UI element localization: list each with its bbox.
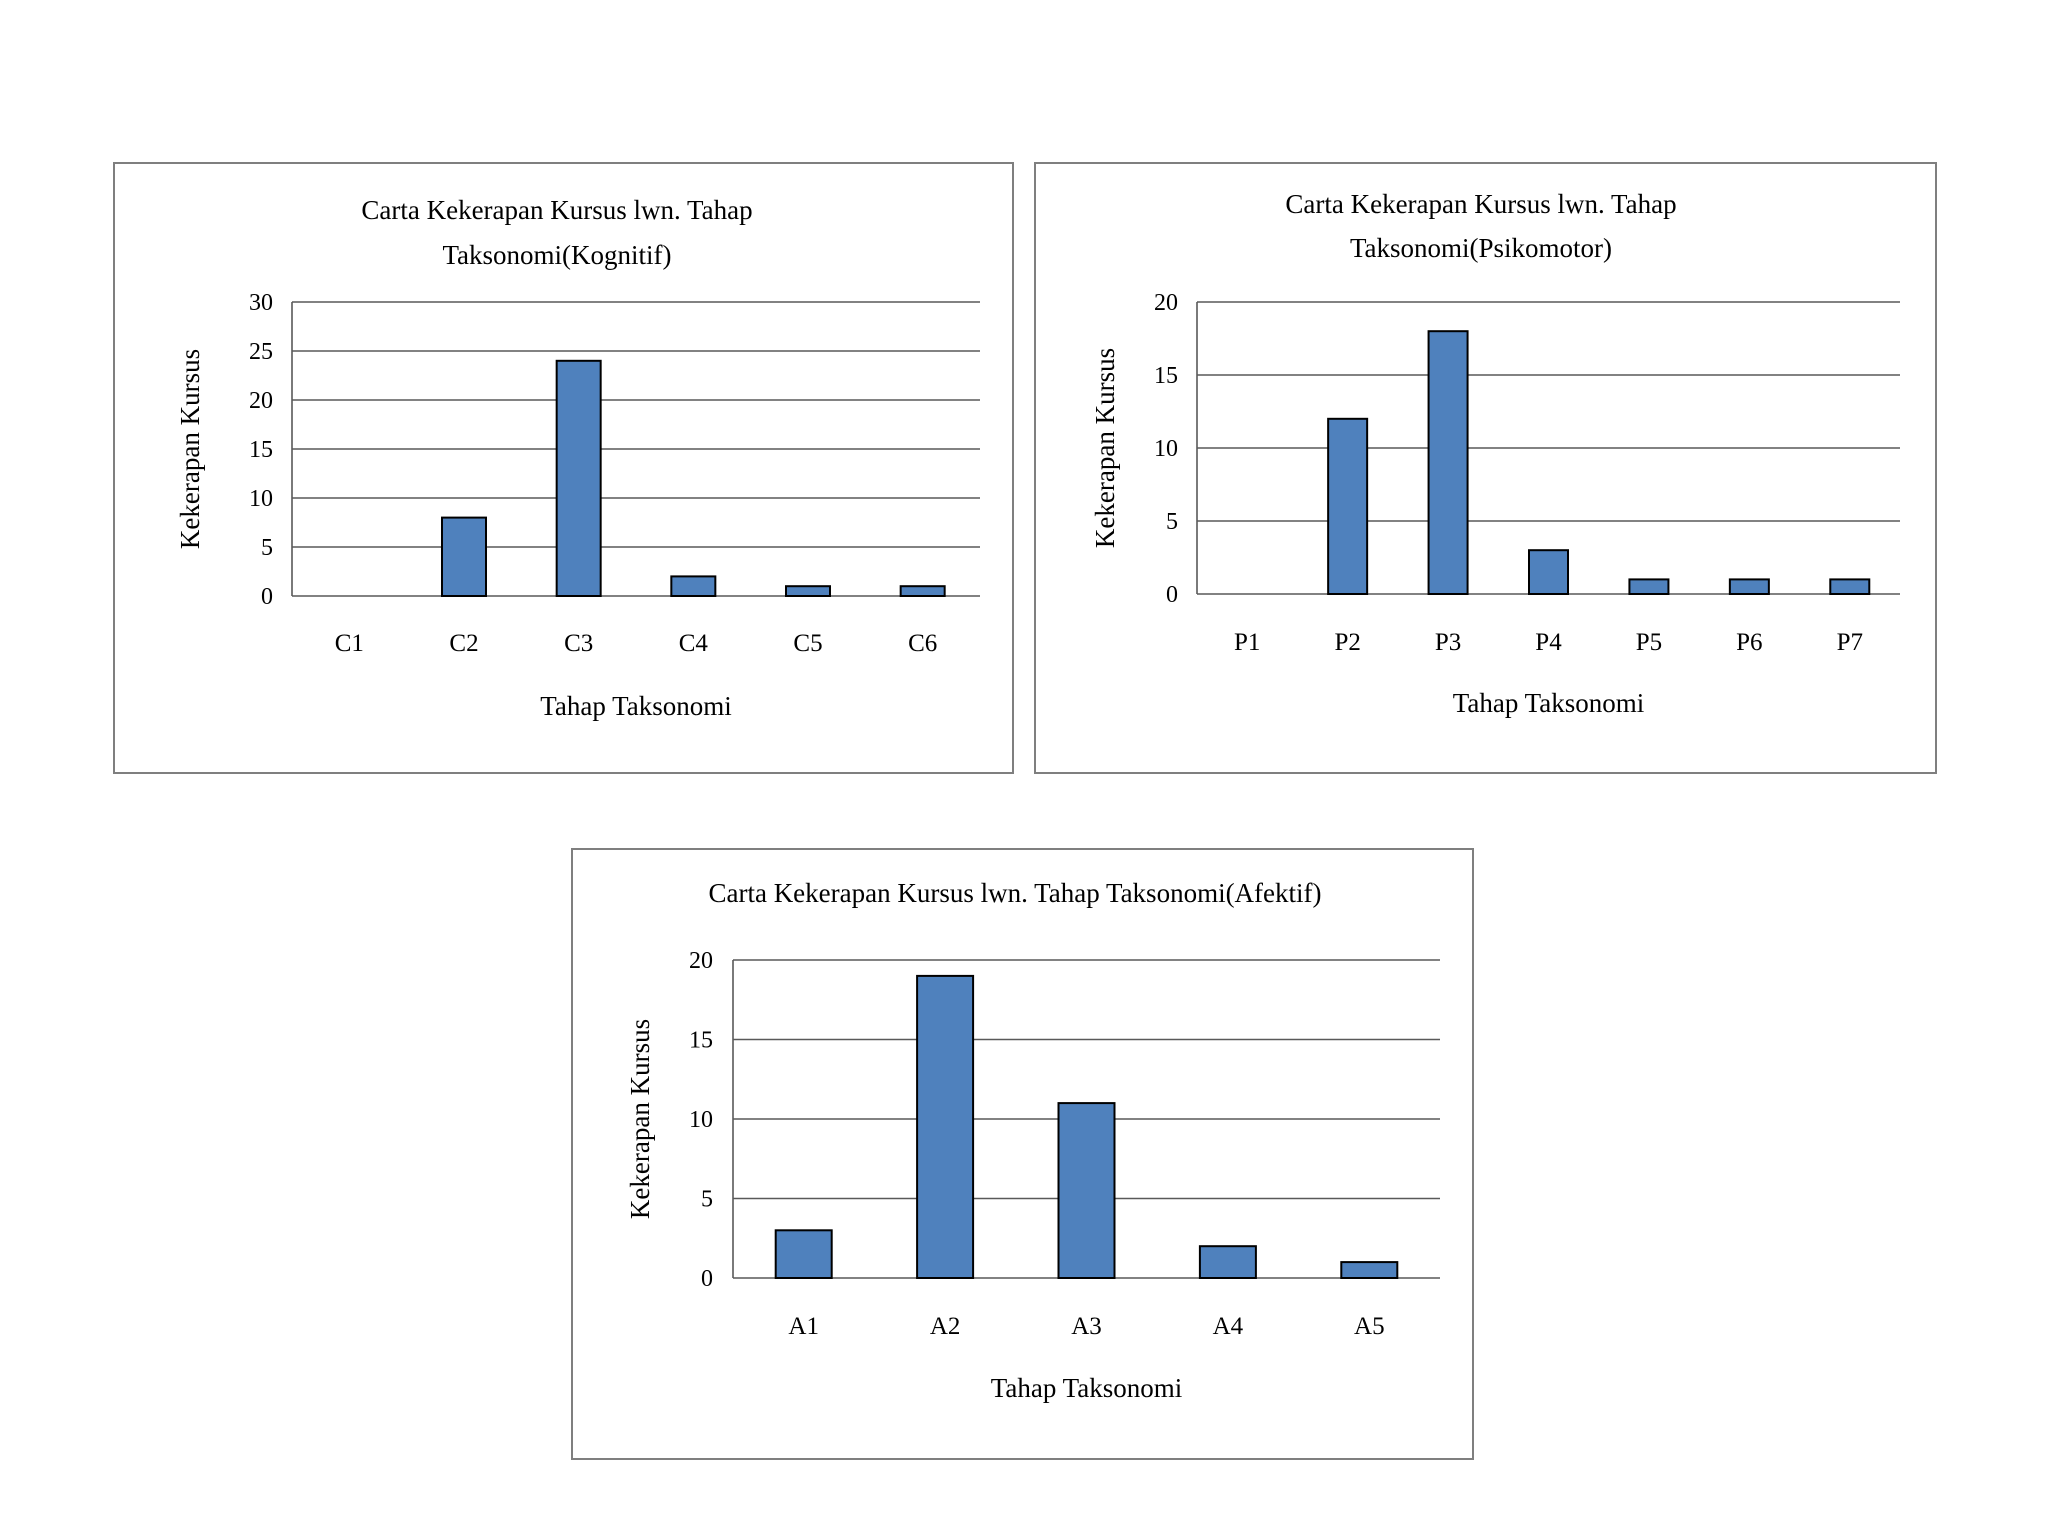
x-tick-label: A4 xyxy=(1213,1313,1244,1340)
x-tick-label: P1 xyxy=(1234,629,1260,656)
y-tick-label: 10 xyxy=(689,1107,713,1133)
bar xyxy=(555,359,602,597)
bar xyxy=(1829,578,1871,595)
y-tick-label: 25 xyxy=(249,339,273,365)
y-tick-label: 0 xyxy=(261,584,273,610)
x-tick-label: P2 xyxy=(1334,629,1360,656)
chart-title-line: Carta Kekerapan Kursus lwn. Tahap xyxy=(1285,189,1676,219)
x-tick-label: P3 xyxy=(1435,629,1461,656)
bar xyxy=(1427,330,1469,595)
bar xyxy=(1728,578,1770,595)
x-tick-label: A1 xyxy=(788,1313,819,1340)
x-tick-label: C3 xyxy=(564,630,593,657)
bar xyxy=(1057,1102,1116,1279)
x-tick-label: C6 xyxy=(908,630,937,657)
bar xyxy=(785,585,831,598)
y-tick-label: 0 xyxy=(1166,582,1178,608)
chart-afektif-svg: Carta Kekerapan Kursus lwn. Tahap Takson… xyxy=(625,878,1440,1403)
bar xyxy=(441,516,487,598)
y-tick-label: 30 xyxy=(249,290,273,316)
x-tick-label: A3 xyxy=(1071,1313,1102,1340)
x-axis-label: Tahap Taksonomi xyxy=(1453,688,1644,718)
bar xyxy=(1340,1261,1399,1280)
bar xyxy=(1528,549,1569,596)
chart-title-line: Carta Kekerapan Kursus lwn. Tahap Takson… xyxy=(708,878,1321,908)
x-tick-label: C4 xyxy=(679,630,709,657)
y-tick-label: 5 xyxy=(261,535,273,561)
y-tick-label: 15 xyxy=(1154,363,1178,389)
y-tick-label: 5 xyxy=(701,1187,713,1213)
y-axis-label: Kekerapan Kursus xyxy=(175,349,205,549)
bar xyxy=(899,585,946,598)
bar xyxy=(1327,417,1369,595)
x-axis-label: Tahap Taksonomi xyxy=(540,691,731,721)
y-tick-label: 20 xyxy=(689,948,713,974)
y-tick-label: 5 xyxy=(1166,509,1178,535)
chart-title-line: Carta Kekerapan Kursus lwn. Tahap xyxy=(361,195,752,225)
chart-title-line: Taksonomi(Psikomotor) xyxy=(1350,233,1612,263)
y-tick-label: 20 xyxy=(1154,290,1178,316)
y-axis-label: Kekerapan Kursus xyxy=(625,1019,655,1219)
y-tick-label: 10 xyxy=(249,486,273,512)
bar xyxy=(1198,1245,1257,1280)
bar xyxy=(916,974,975,1280)
x-tick-label: P4 xyxy=(1535,629,1562,656)
x-tick-label: C5 xyxy=(793,630,822,657)
y-tick-label: 0 xyxy=(701,1266,713,1292)
y-tick-label: 15 xyxy=(249,437,273,463)
x-tick-label: C2 xyxy=(449,630,478,657)
x-tick-label: P6 xyxy=(1736,629,1762,656)
x-tick-label: C1 xyxy=(335,630,364,657)
x-axis-label: Tahap Taksonomi xyxy=(991,1373,1182,1403)
x-tick-label: A5 xyxy=(1354,1313,1385,1340)
y-tick-label: 10 xyxy=(1154,436,1178,462)
chart-title-line: Taksonomi(Kognitif) xyxy=(442,240,671,270)
chart-psikomotor-svg: Carta Kekerapan Kursus lwn. Tahap Taksono… xyxy=(1090,189,1900,718)
y-axis-label: Kekerapan Kursus xyxy=(1090,348,1120,548)
x-tick-label: A2 xyxy=(930,1313,961,1340)
chart-afektif: Carta Kekerapan Kursus lwn. Tahap Takson… xyxy=(571,848,1474,1460)
y-tick-label: 20 xyxy=(249,388,273,414)
chart-kognitif: Carta Kekerapan Kursus lwn. Tahap Taksono… xyxy=(113,162,1014,774)
y-tick-label: 15 xyxy=(689,1028,713,1054)
x-tick-label: P5 xyxy=(1636,629,1662,656)
x-tick-label: P7 xyxy=(1837,629,1863,656)
chart-psikomotor: Carta Kekerapan Kursus lwn. Tahap Taksono… xyxy=(1034,162,1937,774)
bar xyxy=(670,575,717,597)
chart-kognitif-svg: Carta Kekerapan Kursus lwn. Tahap Taksono… xyxy=(175,195,980,721)
bar xyxy=(774,1229,833,1279)
bar xyxy=(1628,578,1670,595)
